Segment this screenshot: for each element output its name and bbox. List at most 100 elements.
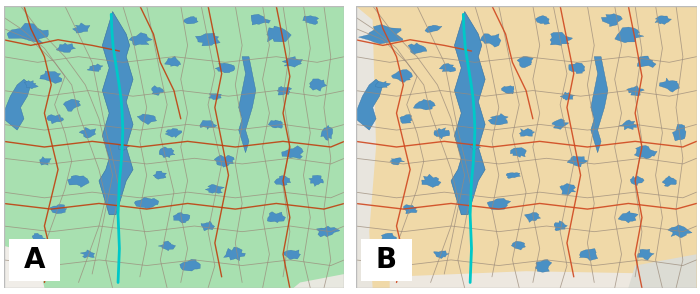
Polygon shape <box>173 213 190 223</box>
Polygon shape <box>512 241 526 250</box>
Polygon shape <box>309 79 327 91</box>
Polygon shape <box>390 158 405 165</box>
Polygon shape <box>7 23 48 43</box>
Polygon shape <box>408 43 427 55</box>
Polygon shape <box>321 125 332 140</box>
Polygon shape <box>63 99 80 111</box>
Polygon shape <box>550 32 573 45</box>
Polygon shape <box>626 86 644 96</box>
Polygon shape <box>80 250 94 258</box>
Polygon shape <box>519 128 535 136</box>
Polygon shape <box>668 225 692 238</box>
Polygon shape <box>536 260 552 272</box>
Polygon shape <box>662 176 676 187</box>
Text: A: A <box>23 246 45 274</box>
Polygon shape <box>223 247 246 261</box>
Polygon shape <box>293 274 344 288</box>
Polygon shape <box>501 86 514 94</box>
Polygon shape <box>356 6 376 288</box>
Polygon shape <box>601 14 622 26</box>
Polygon shape <box>215 63 235 73</box>
Polygon shape <box>517 56 533 68</box>
Polygon shape <box>673 124 686 141</box>
Polygon shape <box>165 128 182 138</box>
Polygon shape <box>637 56 656 68</box>
Polygon shape <box>274 176 290 186</box>
Polygon shape <box>506 173 520 178</box>
Polygon shape <box>524 212 540 222</box>
Polygon shape <box>487 198 511 210</box>
Polygon shape <box>284 250 300 260</box>
Polygon shape <box>87 64 103 71</box>
Polygon shape <box>364 261 383 271</box>
Polygon shape <box>159 147 175 158</box>
Polygon shape <box>79 127 96 138</box>
Polygon shape <box>56 43 76 52</box>
Polygon shape <box>164 56 181 66</box>
Polygon shape <box>205 184 225 193</box>
Polygon shape <box>489 113 508 125</box>
Polygon shape <box>67 175 89 187</box>
Polygon shape <box>637 249 654 260</box>
Polygon shape <box>153 171 167 179</box>
Polygon shape <box>618 211 638 223</box>
Polygon shape <box>400 114 412 123</box>
Polygon shape <box>629 254 696 288</box>
Polygon shape <box>277 86 292 95</box>
Polygon shape <box>536 16 550 24</box>
Polygon shape <box>184 16 198 24</box>
Polygon shape <box>554 221 568 231</box>
Polygon shape <box>567 156 588 167</box>
Polygon shape <box>4 246 44 288</box>
Polygon shape <box>382 233 397 240</box>
Polygon shape <box>560 183 576 195</box>
Polygon shape <box>480 34 501 47</box>
Polygon shape <box>32 233 46 240</box>
Polygon shape <box>421 174 441 187</box>
Polygon shape <box>50 204 66 214</box>
Polygon shape <box>655 16 671 24</box>
Polygon shape <box>267 212 286 223</box>
Polygon shape <box>130 33 153 45</box>
Polygon shape <box>391 70 412 82</box>
Polygon shape <box>73 23 90 33</box>
Polygon shape <box>552 119 568 129</box>
Polygon shape <box>239 57 256 153</box>
Polygon shape <box>390 271 680 288</box>
Polygon shape <box>180 259 200 271</box>
Polygon shape <box>591 57 608 153</box>
Polygon shape <box>470 144 481 150</box>
Polygon shape <box>403 205 417 214</box>
Polygon shape <box>47 115 64 124</box>
Polygon shape <box>580 249 598 260</box>
Polygon shape <box>376 81 391 88</box>
Polygon shape <box>199 120 217 129</box>
Polygon shape <box>434 251 449 258</box>
Polygon shape <box>619 120 636 130</box>
Polygon shape <box>316 226 340 237</box>
Polygon shape <box>4 79 31 130</box>
Polygon shape <box>434 128 450 139</box>
Polygon shape <box>267 26 291 42</box>
FancyBboxPatch shape <box>8 239 60 281</box>
Polygon shape <box>25 81 38 89</box>
Polygon shape <box>302 16 318 25</box>
Polygon shape <box>99 11 133 215</box>
Polygon shape <box>309 175 323 186</box>
Polygon shape <box>425 25 442 32</box>
Polygon shape <box>414 99 435 110</box>
Polygon shape <box>634 146 657 159</box>
Polygon shape <box>281 146 303 159</box>
Polygon shape <box>209 94 221 100</box>
Polygon shape <box>268 120 283 128</box>
Polygon shape <box>40 71 62 83</box>
Polygon shape <box>356 79 383 130</box>
Polygon shape <box>451 11 485 215</box>
Polygon shape <box>214 155 234 167</box>
Polygon shape <box>137 114 157 125</box>
Polygon shape <box>282 56 302 67</box>
Polygon shape <box>568 63 584 74</box>
Polygon shape <box>659 78 680 92</box>
Polygon shape <box>560 92 575 100</box>
Polygon shape <box>134 197 159 208</box>
